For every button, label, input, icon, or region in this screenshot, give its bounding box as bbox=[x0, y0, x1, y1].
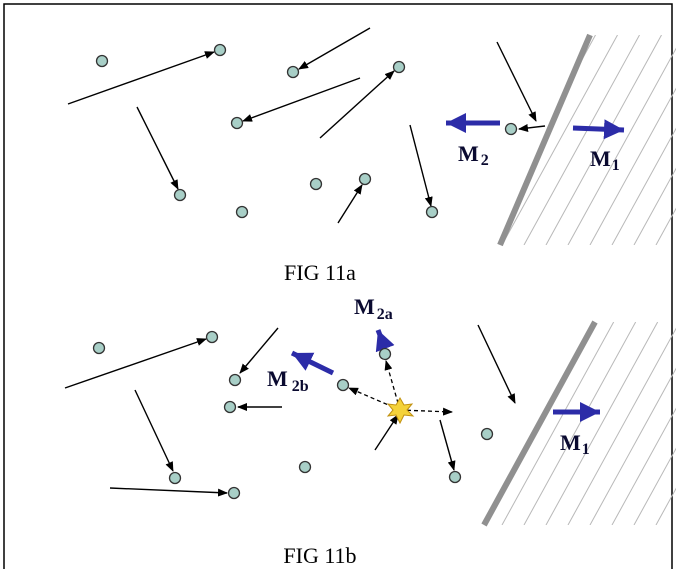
hatch-line bbox=[524, 35, 640, 245]
wall bbox=[500, 35, 590, 245]
label: M1 bbox=[590, 146, 620, 174]
label: M1 bbox=[560, 430, 590, 458]
hatch-line bbox=[502, 35, 618, 245]
caption: FIG 11b bbox=[283, 543, 356, 568]
wall bbox=[484, 322, 595, 525]
hatch-line bbox=[656, 322, 676, 525]
hatch-line bbox=[568, 322, 676, 525]
hatch-line bbox=[546, 35, 662, 245]
hatch-line bbox=[502, 322, 614, 525]
hatch-line bbox=[590, 35, 676, 245]
figure: FIG 11a FIG 11b M2 M1 M2a M2b M1 bbox=[0, 0, 676, 569]
hatch-line bbox=[546, 322, 658, 525]
hatch-line bbox=[480, 322, 592, 525]
frame bbox=[4, 4, 672, 569]
hatch-line bbox=[634, 322, 676, 525]
hatch-line bbox=[612, 322, 676, 525]
caption: FIG 11a bbox=[284, 260, 356, 285]
